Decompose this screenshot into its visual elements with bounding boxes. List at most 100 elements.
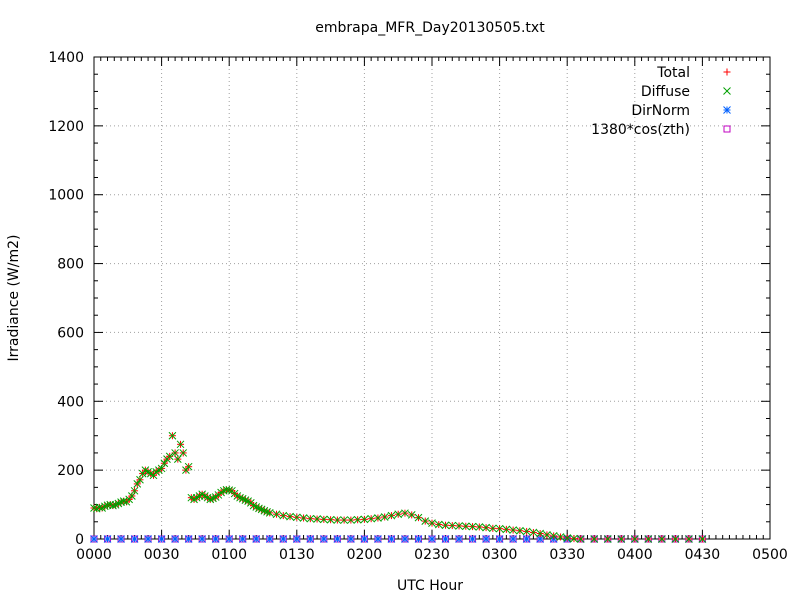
- data-point: [374, 514, 382, 522]
- data-point: [563, 534, 572, 542]
- data-point: [255, 504, 263, 513]
- data-point: [211, 535, 220, 543]
- data-point: [238, 535, 247, 543]
- data-point: [171, 535, 179, 543]
- x-tick-label: 0030: [144, 547, 180, 563]
- data-point: [198, 535, 207, 543]
- data-point: [165, 452, 174, 461]
- data-point: [144, 535, 152, 543]
- data-point: [292, 513, 301, 522]
- data-point: [306, 535, 315, 543]
- legend-label: 1380*cos(zth): [591, 122, 690, 138]
- data-point: [319, 515, 328, 524]
- x-tick-label: 0400: [617, 547, 653, 563]
- legend-marker: [723, 87, 731, 95]
- data-point: [495, 524, 504, 533]
- data-point: [617, 535, 626, 543]
- legend-marker: [723, 125, 731, 133]
- data-point: [380, 513, 389, 521]
- data-point: [482, 535, 490, 543]
- y-tick-label: 0: [75, 532, 84, 548]
- data-point: [313, 515, 321, 523]
- data-point: [260, 506, 269, 515]
- data-point: [100, 502, 109, 511]
- data-point: [182, 466, 190, 474]
- data-point: [353, 515, 362, 524]
- data-series: [90, 431, 707, 543]
- data-point: [434, 520, 443, 529]
- data-point: [428, 519, 436, 528]
- data-point: [374, 535, 382, 543]
- data-point: [286, 512, 294, 521]
- data-point: [630, 535, 639, 543]
- axes: [93, 56, 771, 540]
- data-point: [168, 431, 177, 440]
- data-point: [529, 528, 538, 537]
- x-tick-label: 0230: [414, 547, 450, 563]
- data-point: [128, 492, 136, 500]
- data-point: [263, 507, 271, 516]
- data-point: [367, 514, 376, 523]
- data-point: [441, 521, 450, 530]
- data-point: [272, 510, 281, 519]
- data-point: [502, 525, 511, 534]
- data-point: [387, 535, 396, 543]
- y-tick-label: 800: [57, 257, 84, 273]
- data-point: [401, 509, 409, 518]
- data-point: [576, 535, 585, 543]
- data-point: [522, 535, 531, 543]
- data-point: [536, 529, 545, 538]
- y-tick-label: 1000: [48, 188, 84, 204]
- data-point: [340, 516, 348, 524]
- data-point: [160, 459, 169, 468]
- data-point: [475, 523, 484, 531]
- data-point: [157, 464, 166, 473]
- data-point: [509, 535, 517, 543]
- data-point: [136, 475, 144, 484]
- data-point: [360, 515, 369, 524]
- y-axis-label: Irradiance (W/m2): [6, 235, 22, 362]
- data-point: [319, 535, 328, 543]
- data-point: [333, 535, 342, 543]
- data-point: [326, 515, 335, 524]
- data-point: [119, 497, 128, 505]
- data-point: [556, 533, 565, 541]
- data-point: [698, 535, 707, 543]
- x-tick-label: 0100: [211, 547, 247, 563]
- data-point: [206, 495, 215, 504]
- data-point: [279, 511, 288, 520]
- legend-marker: [723, 106, 731, 114]
- data-point: [347, 516, 355, 524]
- data-point: [184, 535, 193, 543]
- data-point: [488, 524, 497, 533]
- data-point: [299, 514, 308, 522]
- x-tick-label: 0500: [752, 547, 788, 563]
- data-point: [171, 449, 179, 457]
- y-tick-label: 600: [57, 325, 84, 341]
- y-tick-label: 1200: [48, 119, 84, 135]
- data-point: [265, 508, 274, 517]
- data-point: [347, 535, 355, 543]
- data-point: [522, 527, 531, 536]
- data-point: [407, 511, 416, 519]
- data-point: [225, 535, 234, 543]
- data-point: [103, 535, 112, 543]
- data-point: [138, 469, 147, 478]
- data-point: [671, 535, 680, 543]
- data-point: [461, 522, 470, 531]
- x-tick-label: 0330: [549, 547, 585, 563]
- legend-label: Total: [656, 65, 690, 81]
- data-point: [414, 513, 423, 522]
- x-tick-labels: 0000 0030 0100 0130 0200 0230 0300 0330 0400 0430…: [76, 547, 788, 563]
- data-point: [184, 462, 193, 471]
- data-point: [292, 535, 301, 543]
- x-tick-label: 0000: [76, 547, 112, 563]
- data-point: [590, 535, 599, 543]
- chart-title: embrapa_MFR_Day20130505.txt: [315, 20, 545, 36]
- data-point: [441, 535, 450, 543]
- data-point: [252, 535, 261, 543]
- data-point: [90, 535, 98, 543]
- data-point: [543, 531, 551, 539]
- x-tick-label: 0430: [685, 547, 721, 563]
